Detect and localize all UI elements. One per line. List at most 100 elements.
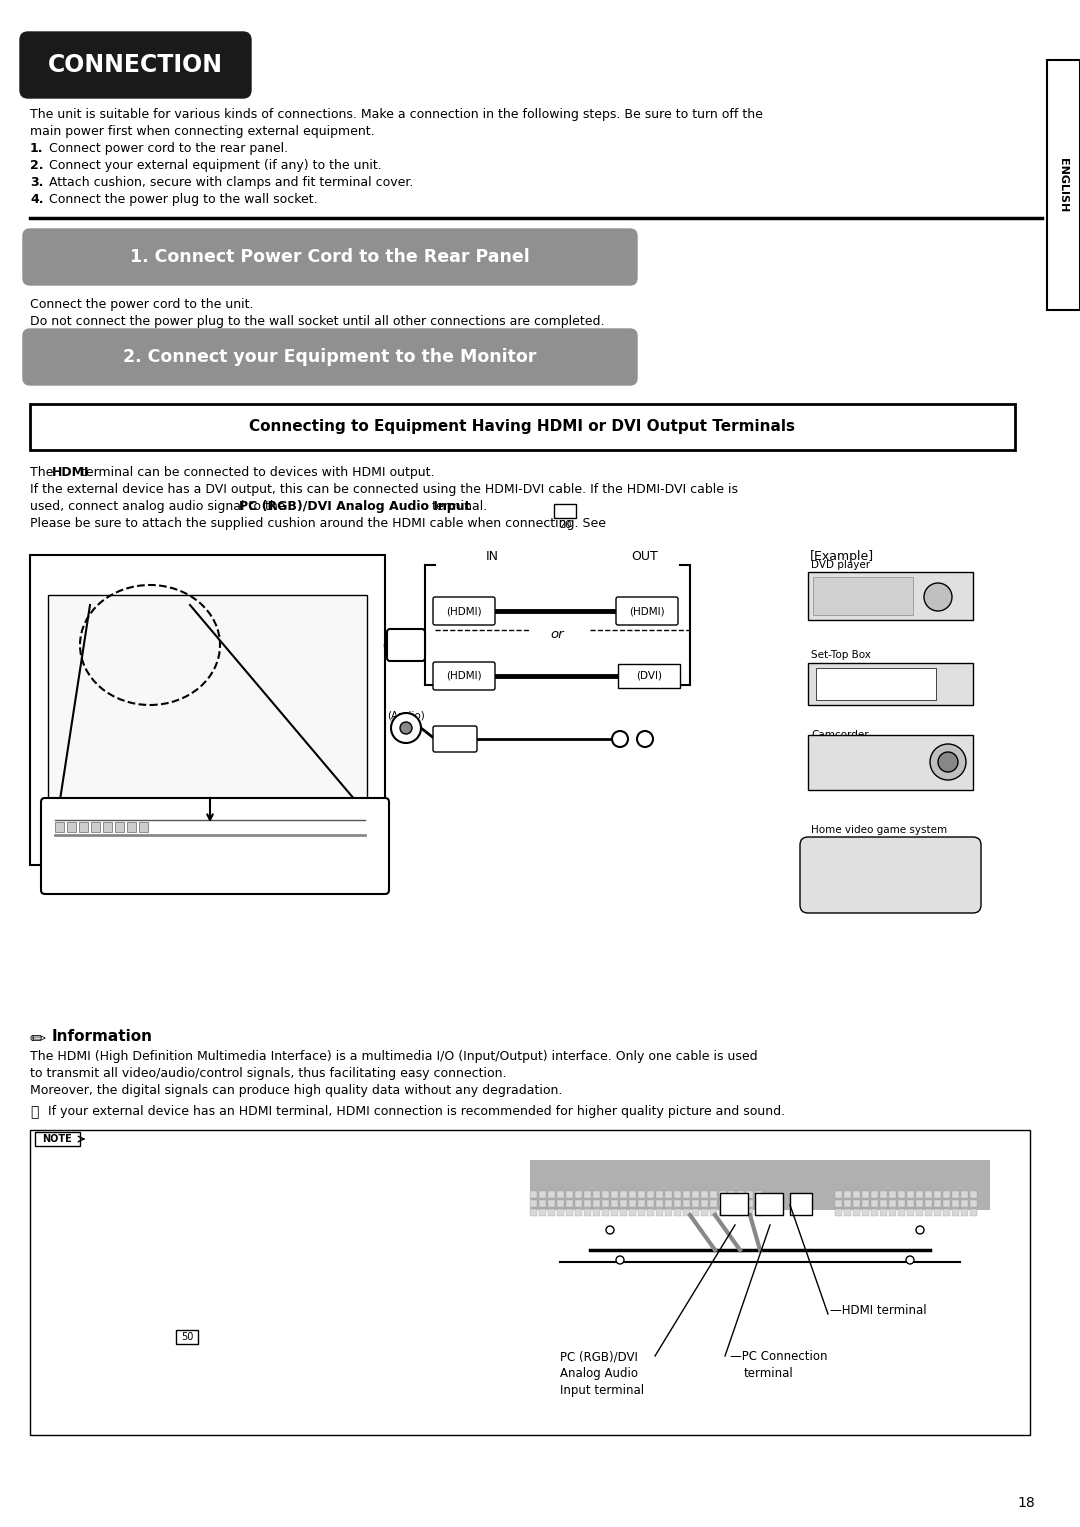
Bar	[746, 1200, 753, 1206]
Circle shape	[930, 744, 966, 780]
Bar	[79, 822, 87, 832]
Text: The HDMI (High Definition Multimedia Interface) is a multimedia I/O (Input/Outpu: The HDMI (High Definition Multimedia Int…	[30, 1051, 758, 1063]
Bar	[539, 1209, 546, 1215]
FancyBboxPatch shape	[387, 629, 426, 661]
Bar	[934, 1191, 941, 1199]
Bar	[835, 1209, 842, 1215]
Bar	[719, 1191, 726, 1199]
Text: (HDMI): (HDMI)	[446, 606, 482, 615]
Bar	[530, 1161, 990, 1209]
Bar	[853, 1191, 860, 1199]
FancyBboxPatch shape	[433, 725, 477, 751]
Text: or: or	[550, 628, 564, 641]
Text: • PC (RGB)/DVI analog audio input terminal: • PC (RGB)/DVI analog audio input termin…	[35, 1161, 339, 1173]
Bar	[970, 1200, 977, 1206]
Bar	[127, 822, 136, 832]
Bar	[889, 1191, 896, 1199]
Bar	[710, 1200, 717, 1206]
Bar	[647, 1200, 654, 1206]
Bar	[843, 1191, 851, 1199]
Text: [Example]: [Example]	[810, 550, 874, 563]
Bar	[907, 1209, 914, 1215]
Text: The: The	[30, 466, 57, 479]
Bar	[880, 1200, 887, 1206]
Text: 20: 20	[558, 521, 571, 530]
Bar	[30, 405, 1015, 450]
Text: OUT: OUT	[632, 550, 659, 563]
Bar	[548, 1200, 555, 1206]
Bar	[114, 822, 124, 832]
Text: Attach cushion, secure with clamps and fit terminal cover.: Attach cushion, secure with clamps and f…	[49, 176, 414, 189]
Text: 2. Connect your Equipment to the Monitor: 2. Connect your Equipment to the Monitor	[123, 348, 537, 366]
Circle shape	[616, 1257, 624, 1264]
Bar	[862, 1191, 869, 1199]
Bar	[746, 1209, 753, 1215]
Text: (HDMI): (HDMI)	[446, 670, 482, 681]
Text: —HDMI terminal: —HDMI terminal	[831, 1304, 927, 1316]
Text: ENGLISH: ENGLISH	[1058, 157, 1068, 212]
Text: "Recommended Signal List" on: "Recommended Signal List" on	[35, 1330, 229, 1344]
Bar	[554, 504, 576, 518]
Text: This terminal can be used in either one of the following cases only.: This terminal can be used in either one …	[35, 1182, 454, 1196]
Text: (HDMI): (HDMI)	[388, 632, 423, 641]
Text: 3.: 3.	[30, 176, 43, 189]
Bar	[701, 1191, 708, 1199]
Bar	[870, 1209, 878, 1215]
Circle shape	[906, 1257, 914, 1264]
Text: Analog Audio: Analog Audio	[561, 1367, 638, 1380]
Bar	[584, 1200, 591, 1206]
Bar	[67, 822, 76, 832]
Bar	[683, 1200, 690, 1206]
Bar	[665, 1209, 672, 1215]
Bar	[530, 1209, 537, 1215]
Bar	[889, 1209, 896, 1215]
Bar	[720, 1193, 748, 1215]
Text: terminal of the unit.: terminal of the unit.	[35, 1215, 172, 1229]
Text: ① The  external  device  is  connected  to  the  PC  Connection: ① The external device is connected to th…	[35, 1199, 427, 1212]
Bar	[139, 822, 148, 832]
FancyBboxPatch shape	[21, 32, 251, 98]
Bar	[943, 1200, 950, 1206]
Bar	[548, 1191, 555, 1199]
Bar	[701, 1200, 708, 1206]
Bar	[728, 1209, 735, 1215]
Bar	[916, 1191, 923, 1199]
FancyBboxPatch shape	[41, 799, 389, 893]
Bar	[951, 1191, 959, 1199]
Text: Moreover, the digital signals can produce high quality data without any degradat: Moreover, the digital signals can produc…	[30, 1084, 563, 1096]
Bar	[620, 1209, 627, 1215]
Bar	[629, 1200, 636, 1206]
Bar	[862, 1209, 869, 1215]
Bar	[566, 1209, 573, 1215]
Bar	[557, 1200, 564, 1206]
Bar	[629, 1209, 636, 1215]
Bar	[943, 1191, 950, 1199]
Bar	[55, 822, 64, 832]
Text: 1. Connect Power Cord to the Rear Panel: 1. Connect Power Cord to the Rear Panel	[130, 247, 530, 266]
Bar	[602, 1209, 609, 1215]
Bar	[692, 1191, 699, 1199]
Bar	[618, 664, 680, 689]
Bar	[683, 1191, 690, 1199]
Bar	[737, 1209, 744, 1215]
Text: For details of the output format of an external device, refer to: For details of the output format of an e…	[35, 1313, 422, 1325]
Bar	[575, 1200, 582, 1206]
Bar	[916, 1209, 923, 1215]
Text: Do not connect the power plug to the wall socket until all other connections are: Do not connect the power plug to the wal…	[30, 315, 605, 328]
Bar	[951, 1209, 959, 1215]
Bar	[961, 1191, 968, 1199]
Bar	[638, 1191, 645, 1199]
Bar	[103, 822, 112, 832]
Circle shape	[924, 583, 951, 611]
Bar	[701, 1209, 708, 1215]
Bar	[843, 1200, 851, 1206]
Bar	[755, 1193, 783, 1215]
Bar	[566, 1191, 573, 1199]
Text: (Audio): (Audio)	[387, 710, 424, 721]
Bar	[176, 1330, 198, 1344]
Text: The unit is suitable for various kinds of connections. Make a connection in the : The unit is suitable for various kinds o…	[30, 108, 762, 121]
Text: NOTE: NOTE	[42, 1135, 72, 1144]
Text: Connect the power cord to the unit.: Connect the power cord to the unit.	[30, 298, 254, 312]
Bar	[584, 1191, 591, 1199]
Text: If the external device has a DVI output, this can be connected using the HDMI-DV: If the external device has a DVI output,…	[30, 483, 738, 496]
